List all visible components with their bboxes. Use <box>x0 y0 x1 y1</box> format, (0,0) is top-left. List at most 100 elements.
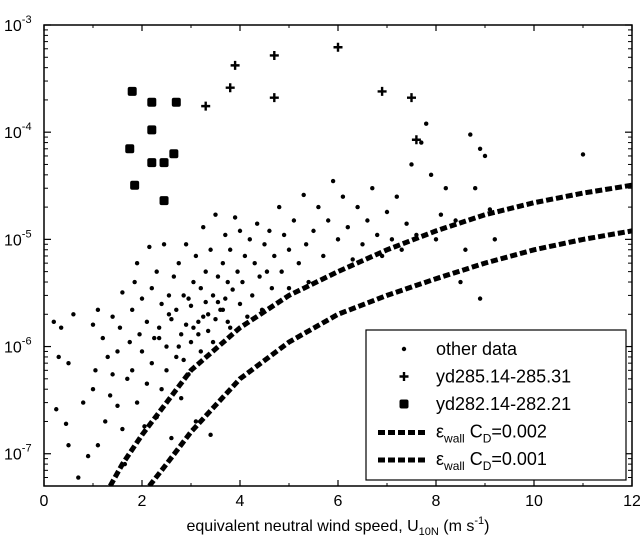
series-0-point <box>176 344 181 349</box>
series-0-point <box>159 387 164 392</box>
y-tick-label: 10-6 <box>4 336 32 357</box>
series-0-point <box>142 424 147 429</box>
series-0-point <box>156 335 162 341</box>
series-0-point <box>286 286 292 291</box>
series-0-point <box>149 360 154 366</box>
series-0-point <box>252 260 257 266</box>
series-0-point <box>144 319 150 325</box>
x-tick-label: 4 <box>236 493 245 510</box>
series-0-point <box>66 360 71 366</box>
series-0-point <box>201 314 206 319</box>
series-1-point <box>225 83 235 93</box>
series-0-point <box>220 260 226 266</box>
series-0-point <box>156 325 162 330</box>
series-1-point <box>407 93 416 103</box>
x-tick-label: 8 <box>432 493 441 510</box>
series-0-point <box>487 207 493 212</box>
y-tick-label: 10-3 <box>4 14 32 35</box>
legend-item: yd282.14-282.21 <box>399 394 571 414</box>
series-0-point <box>120 426 125 432</box>
legend-label: yd285.14-285.31 <box>436 367 571 387</box>
series-0-point <box>149 286 154 291</box>
series-0-point <box>203 269 208 274</box>
series-1-point <box>269 50 279 60</box>
series-0-point <box>205 312 211 317</box>
series-0-point <box>93 368 98 373</box>
x-tick-label: 6 <box>334 493 343 510</box>
series-0-point <box>340 194 346 199</box>
series-0-point <box>115 403 120 409</box>
series-0-point <box>213 212 218 217</box>
series-0-point <box>220 307 226 313</box>
series-2-point <box>169 149 179 159</box>
series-0-point <box>463 247 468 252</box>
series-0-point <box>171 274 177 279</box>
series-0-point <box>176 260 181 266</box>
series-0-point <box>277 204 282 210</box>
series-0-point <box>281 232 287 238</box>
series-0-point <box>90 387 96 392</box>
y-tick-label: 10-4 <box>4 121 32 142</box>
series-0-point <box>424 121 429 126</box>
series-0-point <box>468 132 473 137</box>
series-0-point <box>296 260 301 266</box>
series-0-point <box>394 194 399 199</box>
x-axis-title: equivalent neutral wind speed, U10N (m s… <box>187 515 490 538</box>
series-1-point <box>230 60 240 70</box>
series-0-point <box>316 204 321 210</box>
series-0-point <box>186 296 191 301</box>
series-0-point <box>161 242 167 247</box>
series-0-point <box>326 218 331 223</box>
series-0-point <box>301 192 306 198</box>
series-0-point <box>103 419 108 424</box>
series-0-point <box>240 279 245 285</box>
series-0-point <box>205 328 211 334</box>
plot-area <box>51 42 632 486</box>
series-0-point <box>330 178 336 184</box>
series-0-point <box>188 339 194 345</box>
series-0-point <box>203 299 208 305</box>
series-0-point <box>166 312 172 317</box>
series-0-point <box>196 319 201 325</box>
series-0-point <box>139 349 145 354</box>
series-2-point <box>130 180 140 190</box>
series-4-curve <box>147 228 632 486</box>
series-0-point <box>225 279 230 285</box>
series-0-point <box>223 296 228 301</box>
legend-label: εwall CD=0.001 <box>436 449 547 473</box>
legend-marker <box>399 399 409 409</box>
series-0-point <box>198 286 203 291</box>
series-0-point <box>152 335 157 341</box>
legend-item: other data <box>401 339 518 359</box>
series-0-point <box>159 301 164 307</box>
series-0-point <box>345 224 350 230</box>
series-0-point <box>473 186 478 191</box>
series-0-point <box>228 247 233 252</box>
series-0-point <box>137 332 142 337</box>
series-0-point <box>139 296 145 301</box>
series-0-point <box>193 419 199 424</box>
series-0-point <box>492 237 497 242</box>
series-2-point <box>159 158 169 168</box>
series-0-point <box>127 339 132 345</box>
legend-item: εwall CD=0.001 <box>378 449 547 473</box>
series-0-point <box>279 269 284 274</box>
series-1-point <box>411 135 421 145</box>
series-0-point <box>433 237 439 242</box>
series-0-point <box>198 349 203 354</box>
series-0-point <box>130 307 135 313</box>
series-0-point <box>105 354 110 360</box>
series-0-point <box>269 286 275 291</box>
series-0-point <box>54 407 59 412</box>
series-0-point <box>181 293 186 298</box>
series-0-point <box>419 140 424 145</box>
series-2-point <box>127 86 137 96</box>
y-tick-label: 10-5 <box>4 228 32 249</box>
series-0-point <box>179 395 184 401</box>
series-0-point <box>169 316 174 322</box>
series-0-point <box>191 325 196 330</box>
legend-item: yd285.14-285.31 <box>399 367 571 387</box>
series-0-point <box>291 218 297 223</box>
series-0-point <box>208 247 213 252</box>
